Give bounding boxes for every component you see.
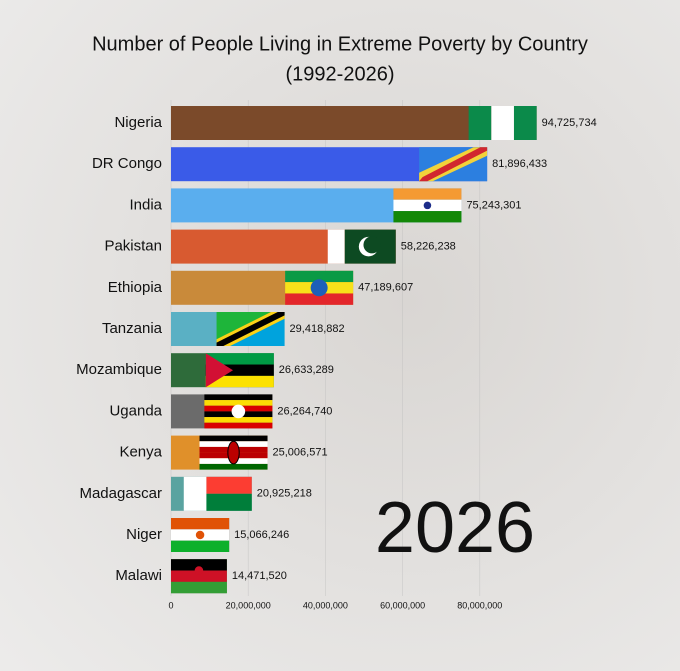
- x-tick-label: 80,000,000: [457, 600, 502, 610]
- value-label: 58,226,238: [401, 241, 456, 253]
- flag-part: [195, 530, 205, 540]
- category-label: Malawi: [115, 567, 162, 584]
- flag-part: [216, 312, 285, 346]
- category-label: DR Congo: [92, 155, 162, 172]
- category-label: Mozambique: [76, 361, 162, 378]
- flag-part: [204, 417, 273, 423]
- flag-part: [363, 236, 381, 254]
- category-label: India: [129, 196, 162, 213]
- flag-part: [171, 570, 227, 582]
- x-tick-label: 0: [168, 600, 173, 610]
- flag-part: [468, 106, 492, 140]
- flag-part: [285, 293, 354, 305]
- flag-part: [205, 353, 274, 365]
- flag-part: [171, 518, 230, 530]
- flag-part: [231, 404, 246, 419]
- value-label: 26,264,740: [277, 405, 332, 417]
- flag-part: [171, 559, 227, 571]
- value-label: 14,471,520: [232, 570, 287, 582]
- x-tick-label: 60,000,000: [380, 600, 425, 610]
- flag-part: [227, 440, 240, 465]
- year-label: 2026: [375, 488, 535, 568]
- flag-part: [199, 435, 268, 442]
- flag-part: [183, 476, 207, 511]
- value-label: 25,006,571: [273, 447, 328, 459]
- flag-part: [205, 364, 274, 376]
- flag-part: [310, 279, 328, 297]
- value-label: 75,243,301: [466, 199, 521, 211]
- value-label: 47,189,607: [358, 282, 413, 294]
- flag-part: [171, 581, 227, 594]
- flag-part: [393, 211, 462, 223]
- flag-part: [419, 147, 488, 182]
- category-label: Nigeria: [114, 114, 162, 131]
- flag-part: [393, 188, 462, 200]
- value-label: 15,066,246: [234, 529, 289, 541]
- value-label: 29,418,882: [290, 323, 345, 335]
- category-label: Kenya: [119, 444, 162, 461]
- flag-part: [194, 566, 204, 575]
- flag-part: [171, 540, 230, 552]
- chart-title: Number of People Living in Extreme Pover…: [92, 33, 588, 55]
- value-label: 81,896,433: [492, 158, 547, 170]
- x-tick-label: 40,000,000: [303, 600, 348, 610]
- flag-part: [199, 463, 268, 470]
- value-label: 20,925,218: [257, 488, 312, 500]
- category-label: Madagascar: [79, 485, 162, 502]
- flag-part: [327, 229, 345, 264]
- category-label: Tanzania: [102, 320, 163, 337]
- flag-part: [205, 375, 274, 388]
- flag-part: [206, 493, 252, 511]
- value-label: 94,725,734: [542, 117, 597, 129]
- flag-part: [204, 400, 273, 406]
- category-label: Pakistan: [104, 238, 162, 255]
- flag-part: [206, 476, 252, 494]
- value-label: 26,633,289: [279, 364, 334, 376]
- x-tick-label: 20,000,000: [226, 600, 271, 610]
- category-label: Niger: [126, 526, 162, 543]
- flag-part: [204, 394, 273, 401]
- plot: 0 20,000,000 40,000,000 60,000,000 80,000,00…: [76, 100, 597, 610]
- flag-part: [491, 106, 514, 140]
- flag-part: [513, 106, 537, 140]
- category-label: Uganda: [109, 402, 162, 419]
- flag-part: [204, 422, 273, 429]
- flag-part: [423, 201, 432, 210]
- category-label: Ethiopia: [108, 279, 163, 296]
- chart-subtitle: (1992-2026): [286, 63, 395, 85]
- flag-part: [205, 353, 234, 388]
- flag-part: [285, 270, 354, 283]
